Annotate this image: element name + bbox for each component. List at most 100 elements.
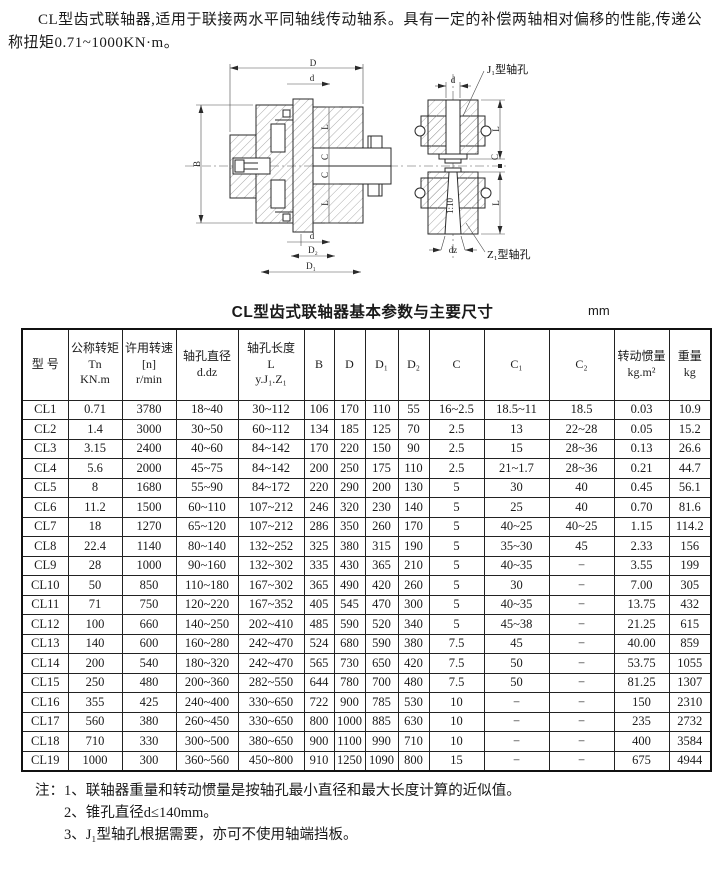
table-cell: 25 (483, 497, 550, 518)
table-cell: 315 (364, 536, 399, 557)
table-cell: 0.03 (613, 399, 670, 420)
dim-label-D: D (310, 58, 317, 68)
table-row: CL16 355 425 240~400 330~650 722 900 785 530 10− −… (21, 692, 712, 713)
table-row: CL3 3.15 2400 40~60 84~142 170 220 150 90 2.5 15 28… (21, 438, 712, 459)
gear-tooth-bottom (270, 179, 286, 208)
table-cell: − (548, 711, 615, 732)
table-cell: CL17 (21, 711, 69, 732)
sleeve-flange (292, 98, 314, 232)
table-cell: − (548, 653, 615, 674)
table-cell: 210 (397, 555, 430, 576)
table-cell: 107~212 (237, 516, 305, 537)
table-title: CL型齿式联轴器基本参数与主要尺寸 (231, 303, 494, 321)
column-header: D₁ (364, 328, 399, 401)
table-cell: 40 (548, 477, 615, 498)
table-cell: 1.15 (613, 516, 670, 537)
table-cell: 175 (364, 458, 399, 479)
table-row: CL11 71 750 120~220 167~352 405 545 470 300 5 40~3… (21, 594, 712, 615)
table-cell: 45~75 (175, 458, 239, 479)
table-cell: 200~360 (175, 672, 239, 693)
table-cell: 2400 (121, 438, 177, 459)
table-cell: 5.6 (67, 458, 123, 479)
bolt-nut-top (367, 135, 383, 148)
table-cell: 0.21 (613, 458, 670, 479)
table-cell: 340 (397, 614, 430, 635)
table-cell: 800 (303, 711, 335, 732)
table-cell: 3584 (668, 731, 712, 752)
table-cell: 2.33 (613, 536, 670, 557)
table-cell: 490 (333, 575, 366, 596)
table-cell: 300~500 (175, 731, 239, 752)
table-cell: 1307 (668, 672, 712, 693)
table-cell: 900 (303, 731, 335, 752)
table-cell: 114.2 (668, 516, 712, 537)
table-cell: 0.71 (67, 399, 123, 420)
table-cell: CL13 (21, 633, 69, 654)
table-cell: 2732 (668, 711, 712, 732)
table-cell: 5 (428, 536, 485, 557)
table-cell: 1250 (333, 750, 366, 772)
table-cell: 260~450 (175, 711, 239, 732)
table-cell: 167~302 (237, 575, 305, 596)
table-cell: 320 (333, 497, 366, 518)
table-cell: 30 (483, 477, 550, 498)
table-cell: 3.15 (67, 438, 123, 459)
table-cell: 2310 (668, 692, 712, 713)
table-cell: 7.5 (428, 633, 485, 654)
z1-hole-label: Z₁型轴孔 (487, 247, 531, 261)
table-cell: 180~320 (175, 653, 239, 674)
table-cell: 84~142 (237, 438, 305, 459)
table-cell: 140 (67, 633, 123, 654)
table-cell: − (548, 672, 615, 693)
table-cell: CL9 (21, 555, 69, 576)
table-cell: 300 (121, 750, 177, 772)
table-cell: 30~50 (175, 419, 239, 440)
table-cell: 5 (428, 555, 485, 576)
table-cell: 65~120 (175, 516, 239, 537)
j1-end-plate (438, 153, 468, 159)
table-cell: 260 (397, 575, 430, 596)
table-cell: CL2 (21, 419, 69, 440)
table-cell: 130 (397, 477, 430, 498)
table-cell: 55~90 (175, 477, 239, 498)
table-cell: 286 (303, 516, 335, 537)
table-cell: 990 (364, 731, 399, 752)
table-cell: 81.25 (613, 672, 670, 693)
leader-j1 (462, 70, 485, 116)
z1-side-boss-left (414, 187, 426, 198)
table-cell: 11.2 (67, 497, 123, 518)
table-cell: 2000 (121, 458, 177, 479)
table-cell: 120~220 (175, 594, 239, 615)
table-cell: 2.5 (428, 419, 485, 440)
table-cell: 360~560 (175, 750, 239, 772)
screw-head (234, 159, 245, 172)
table-cell: 40 (548, 497, 615, 518)
table-row: CL2 1.4 3000 30~50 60~112 134 185 125 70 2.5 13 22~… (21, 419, 712, 440)
column-header: 许用转速 [n] r/min (121, 328, 177, 401)
table-cell: 540 (121, 653, 177, 674)
table-cell: 785 (364, 692, 399, 713)
table-cell: − (483, 731, 550, 752)
table-cell: 30 (483, 575, 550, 596)
table-cell: 2.5 (428, 458, 485, 479)
column-header: C₁ (483, 328, 550, 401)
table-cell: − (548, 731, 615, 752)
column-header: D (333, 328, 366, 401)
table-cell: 84~142 (237, 458, 305, 479)
table-cell: − (548, 750, 615, 772)
column-header: 轴孔直径 d.dz (175, 328, 239, 401)
table-cell: 560 (67, 711, 123, 732)
dim-label-dz: dz (449, 245, 458, 255)
table-cell: 150 (364, 438, 399, 459)
table-cell: 260 (364, 516, 399, 537)
table-cell: 1090 (364, 750, 399, 772)
table-cell: 28~36 (548, 438, 615, 459)
table-cell: 35~30 (483, 536, 550, 557)
table-cell: 485 (303, 614, 335, 635)
table-cell: 160~280 (175, 633, 239, 654)
gear-tooth-top (270, 123, 286, 152)
table-cell: 524 (303, 633, 335, 654)
table-cell: 565 (303, 653, 335, 674)
table-cell: 1500 (121, 497, 177, 518)
